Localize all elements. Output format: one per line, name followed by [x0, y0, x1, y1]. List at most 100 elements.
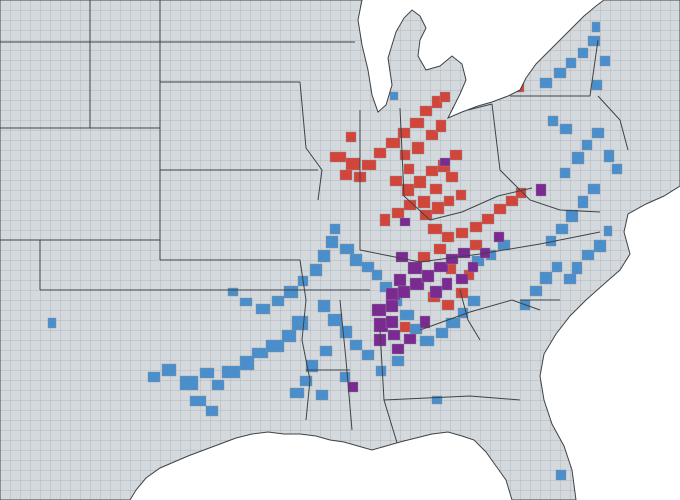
red-county [403, 199, 417, 211]
blue-county [591, 21, 601, 33]
blue-county [375, 365, 387, 377]
blue-county [319, 345, 333, 357]
purple-county [439, 157, 451, 167]
blue-county [289, 387, 305, 399]
red-county [439, 91, 451, 103]
blue-county [205, 405, 219, 417]
red-county [397, 127, 411, 139]
blue-county [593, 239, 607, 253]
red-county [425, 165, 439, 177]
blue-county [467, 295, 481, 307]
blue-county [571, 151, 585, 165]
blue-county [265, 339, 285, 353]
red-county [469, 239, 483, 251]
purple-county [421, 269, 435, 283]
purple-county [395, 251, 409, 263]
blue-county [559, 167, 571, 179]
red-county [409, 117, 425, 129]
purple-county [457, 247, 471, 259]
blue-county [239, 297, 253, 307]
red-county [417, 251, 431, 263]
blue-county [587, 183, 601, 195]
purple-county [385, 299, 399, 313]
blue-county [371, 269, 383, 281]
blue-county [239, 355, 255, 371]
blue-county [603, 225, 613, 237]
blue-county [565, 57, 577, 69]
purple-county [391, 343, 405, 355]
blue-county [199, 367, 215, 379]
red-county [443, 195, 455, 207]
red-county [441, 299, 455, 311]
red-county [339, 169, 353, 181]
red-county [385, 137, 401, 149]
blue-county [435, 327, 449, 339]
blue-county [555, 223, 569, 235]
blue-county [305, 359, 319, 373]
blue-county [563, 273, 577, 285]
blue-county [361, 349, 375, 361]
red-county [345, 157, 361, 171]
purple-county [455, 273, 469, 285]
blue-county [551, 261, 563, 273]
red-county [391, 207, 405, 219]
red-county [505, 195, 519, 207]
blue-county [591, 127, 605, 139]
blue-county [189, 395, 207, 407]
blue-county [611, 163, 623, 175]
blue-county [539, 271, 553, 285]
blue-county [571, 261, 583, 275]
purple-county [385, 315, 399, 329]
purple-county-group [347, 157, 547, 393]
red-county [401, 183, 415, 197]
blue-county [399, 309, 415, 321]
red-county [515, 187, 527, 199]
purple-county [409, 277, 425, 291]
blue-county [221, 365, 241, 379]
red-county [493, 203, 507, 215]
red-county [455, 227, 469, 239]
blue-county [553, 67, 567, 79]
blue-county [591, 79, 603, 91]
red-county [379, 213, 391, 227]
blue-county [339, 371, 351, 383]
blue-county [581, 249, 595, 261]
blue-county [329, 223, 341, 235]
purple-county [441, 277, 453, 291]
purple-county [535, 183, 547, 197]
blue-county [251, 347, 269, 359]
state-borders [0, 0, 629, 447]
blue-county [317, 249, 331, 263]
blue-county [577, 195, 589, 209]
red-county [425, 129, 439, 141]
blue-county [227, 287, 239, 297]
purple-county [371, 303, 387, 317]
purple-county [399, 217, 411, 227]
red-county [411, 141, 425, 155]
blue-county [349, 253, 363, 267]
red-county [389, 175, 403, 187]
red-county [455, 189, 467, 201]
red-county [399, 321, 411, 333]
red-county [433, 243, 447, 255]
blue-county [291, 315, 309, 331]
blue-county [179, 375, 199, 391]
red-county [403, 163, 415, 175]
purple-county [347, 381, 359, 393]
red-county-group [329, 77, 527, 333]
blue-county [547, 115, 559, 127]
blue-county [315, 389, 329, 401]
red-county [435, 119, 447, 133]
red-county [413, 175, 427, 189]
purple-county [429, 285, 443, 299]
blue-county [361, 261, 375, 273]
blue-county [577, 47, 589, 59]
red-county [441, 231, 455, 243]
purple-county [403, 333, 417, 345]
blue-county [603, 149, 615, 163]
blue-county [271, 295, 285, 307]
blue-county [349, 339, 363, 351]
red-county [345, 131, 357, 143]
purple-county [445, 253, 459, 265]
